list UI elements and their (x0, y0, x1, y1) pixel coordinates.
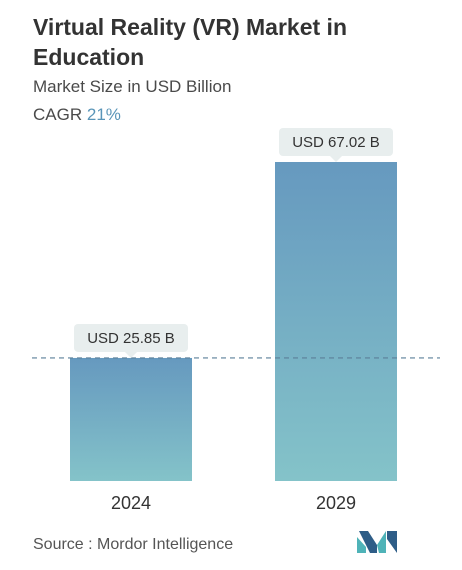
cagr-line: CAGR 21% (33, 105, 121, 125)
x-tick-label-2024: 2024 (111, 493, 151, 513)
cagr-value: 21% (86, 105, 121, 124)
bar-chart: USD 25.85 B 2024 USD 67.02 B 2029 (32, 128, 440, 513)
data-label-2024: USD 25.85 B (87, 330, 175, 347)
data-label-box-2029 (279, 128, 393, 156)
mordor-intelligence-logo-icon (357, 531, 397, 553)
x-tick-label-2029: 2029 (316, 493, 356, 513)
source-note: Source : Mordor Intelligence (33, 536, 234, 553)
cagr-label: CAGR (33, 105, 83, 124)
data-label-2029: USD 67.02 B (292, 134, 380, 151)
chart-title: Virtual Reality (VR) Market in Education (33, 14, 347, 70)
data-label-pointer-2024 (125, 351, 137, 358)
chart-subtitle: Market Size in USD Billion (33, 77, 232, 96)
bar-2029 (275, 162, 397, 481)
data-label-box-2024 (74, 323, 188, 352)
data-label-pointer-2029 (330, 156, 342, 162)
bar-2024 (70, 357, 192, 481)
